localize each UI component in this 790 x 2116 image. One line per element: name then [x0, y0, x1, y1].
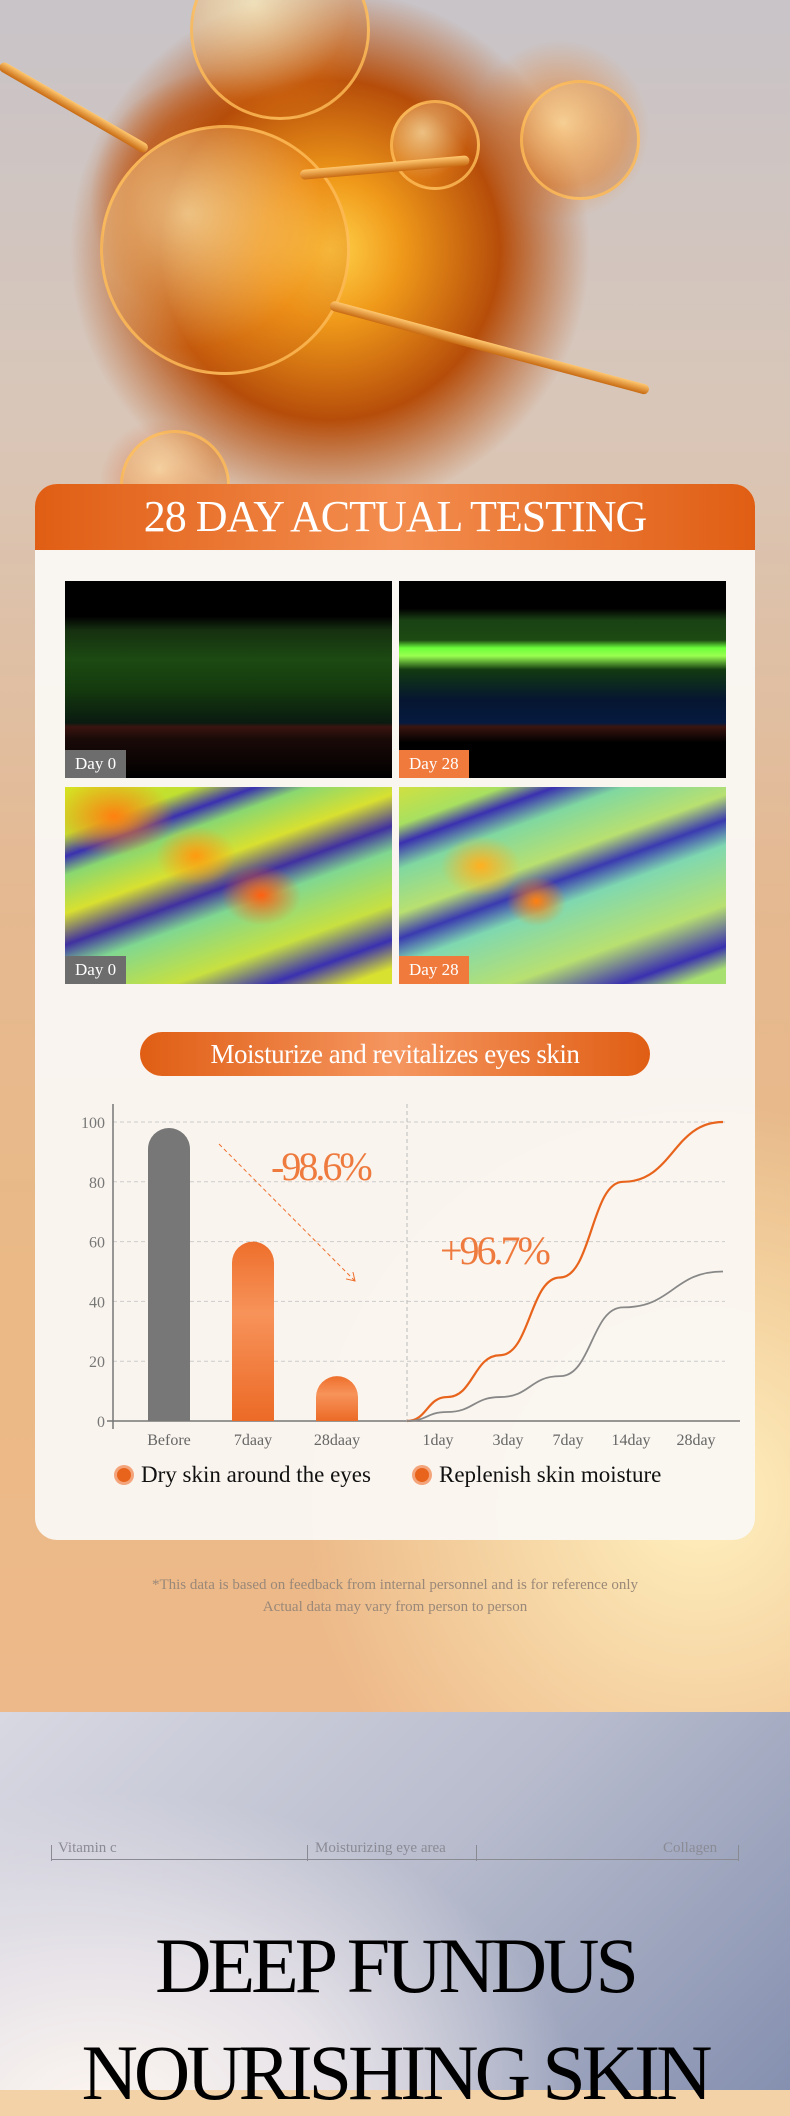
x-tick-label: 7day [552, 1432, 583, 1449]
skin-section-image-day0: Day 0 [65, 581, 392, 778]
line-series-1 [406, 1270, 724, 1422]
moisture-chart: 0 20 40 60 80 100 Before 7daay 28daay -98.6% +96.7… [81, 1104, 740, 1449]
heatmap-image-day28: Day 28 [399, 787, 726, 984]
headline-section: Vitamin c Moisturizing eye area Collagen… [0, 1712, 790, 2112]
x-tick-label: 14day [611, 1432, 650, 1449]
molecule-sphere [100, 125, 350, 375]
legend-dot-icon [117, 1468, 131, 1482]
legend-item-replenish: Replenish skin moisture [415, 1462, 661, 1488]
day-label: Day 28 [399, 750, 469, 778]
y-tick-label: 20 [89, 1354, 105, 1371]
molecule-bond [0, 60, 150, 155]
legend-label: Dry skin around the eyes [141, 1462, 371, 1487]
divider-tick [307, 1845, 308, 1861]
line-series-0 [406, 1120, 724, 1423]
disclaimer: *This data is based on feedback from int… [0, 1574, 790, 1618]
y-tick-label: 40 [89, 1294, 105, 1311]
y-tick-label: 100 [81, 1115, 105, 1132]
divider-tick [738, 1845, 739, 1861]
molecule-bond [328, 300, 651, 396]
molecule-sphere [190, 0, 370, 120]
headline-line-2: NOURISHING SKIN [81, 2029, 713, 2116]
disclaimer-line: *This data is based on feedback from int… [151, 1577, 639, 1593]
y-tick-label: 60 [89, 1235, 105, 1252]
x-tick-label: 7daay [234, 1432, 272, 1449]
bar-7daay [232, 1241, 274, 1421]
keyword-vitamin-c: Vitamin c [58, 1840, 117, 1856]
headline-line-1: DEEP FUNDUS [155, 1922, 639, 2009]
skin-section-image-day28: Day 28 [399, 581, 726, 778]
day-label: Day 0 [65, 750, 127, 778]
legend-item-dry-skin: Dry skin around the eyes [117, 1462, 371, 1488]
disclaimer-line: Actual data may vary from person to pers… [262, 1599, 528, 1615]
legend-dot-icon [415, 1468, 429, 1482]
bar-28daay [316, 1376, 358, 1421]
molecule-sphere [390, 100, 480, 190]
heatmap-image-day0: Day 0 [65, 787, 392, 984]
y-tick-label: 0 [97, 1414, 105, 1431]
x-tick-label: Before [147, 1432, 191, 1449]
divider-tick [51, 1845, 52, 1861]
keyword-collagen: Collagen [663, 1840, 718, 1856]
divider-tick [476, 1845, 477, 1861]
x-tick-label: 28day [676, 1432, 715, 1449]
keyword-moisturizing: Moisturizing eye area [315, 1840, 446, 1856]
legend-label: Replenish skin moisture [439, 1462, 662, 1487]
x-tick-label: 28daay [314, 1432, 360, 1449]
keyword-divider [51, 1859, 739, 1860]
bar-Before [148, 1127, 190, 1421]
day-label: Day 0 [65, 956, 127, 984]
chart-title-pill: Moisturize and revitalizes eyes skin [140, 1032, 650, 1076]
bar-annotation: -98.6% [271, 1144, 371, 1189]
y-tick-label: 80 [89, 1175, 105, 1192]
card-title: 28 DAY ACTUAL TESTING [35, 484, 755, 550]
day-label: Day 28 [399, 956, 469, 984]
molecule-sphere [520, 80, 640, 200]
line-annotation: +96.7% [440, 1228, 550, 1273]
x-tick-label: 1day [422, 1432, 453, 1449]
testing-card: 28 DAY ACTUAL TESTING Day 0 Day 28 Day 0… [35, 484, 755, 1540]
x-tick-label: 3day [492, 1432, 523, 1449]
